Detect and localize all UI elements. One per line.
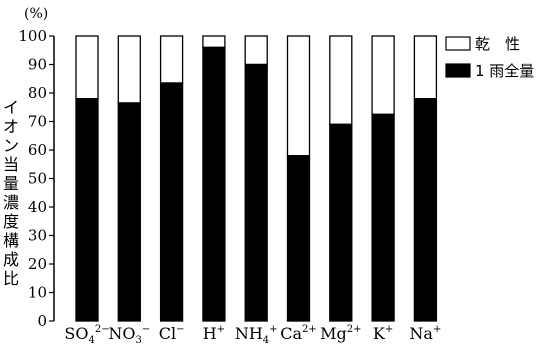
y-axis-label-char: 濃 [2,193,19,212]
y-tick-label: 0 [37,312,47,330]
bar-segment-dry [329,35,353,125]
y-tick-label: 30 [28,227,47,245]
x-tick-label: Ca2+ [280,324,317,343]
y-tick-label: 90 [28,56,47,74]
bar-segment-total [413,98,438,322]
x-tick-label: NH4+ [235,324,278,345]
bar-segment-dry [202,35,226,49]
legend-swatch [445,36,471,51]
bars-layer [75,35,438,322]
bar-segment-total [329,123,353,322]
y-axis-label-char: 構 [2,231,19,250]
y-axis-label-char: 成 [2,250,19,269]
bar-segment-dry [117,35,141,104]
y-axis-label-char: 比 [2,269,19,288]
bar-segment-total [202,46,226,322]
y-axis-label-char: オ [2,117,19,136]
x-tick-label: Cl− [159,324,185,343]
y-tick-label: 10 [28,284,47,302]
bar-segment-dry [244,35,268,66]
x-tick-label: Mg2+ [320,324,361,343]
bar-segment-dry [286,35,311,157]
x-tick-label: Na+ [409,324,441,343]
x-tick-label: H+ [203,324,225,343]
legend-label: 1 雨全量 [475,62,534,80]
y-tick-label: 100 [18,27,47,45]
y-tick-label: 80 [28,84,47,102]
legend: 乾 性 1 雨全量 [445,35,534,80]
x-tick-label: NO3− [108,324,150,345]
axis-layer: 0 10 20 30 40 50 60 70 80 90 100 [18,27,55,330]
y-axis-label-char: 度 [2,212,19,231]
y-axis-label-char: イ [2,98,19,117]
y-tick-label: 60 [28,141,47,159]
y-tick-label: 20 [28,255,47,273]
bar-segment-dry [413,35,438,100]
legend-swatch [445,63,471,78]
bar-segment-total [286,155,311,322]
y-axis-label: イオン当量濃度構成比 [2,98,20,288]
bar-segment-dry [159,35,184,84]
y-axis-label-char: 量 [2,174,19,193]
y-tick-label: 70 [28,113,47,131]
x-tick-label: K+ [373,324,393,343]
bar-segment-dry [371,35,395,116]
y-tick-label: 40 [28,198,47,216]
x-tick-label: SO42− [64,324,109,345]
bar-segment-total [117,102,141,322]
x-tick-labels: SO42−NO3− Cl− H+ NH4+ Ca2+ Mg2+ K+ Na+ [64,324,441,345]
bar-segment-total [371,113,395,322]
y-axis-unit: (%) [24,6,48,22]
y-axis-label-char: 当 [2,155,19,174]
bar-segment-total [159,82,184,322]
legend-label: 乾 性 [475,35,520,53]
y-axis-label-char: ン [2,136,19,155]
bar-segment-total [75,98,99,322]
bar-segment-total [244,63,268,322]
y-tick-label: 50 [28,170,47,188]
bar-segment-dry [75,35,99,100]
